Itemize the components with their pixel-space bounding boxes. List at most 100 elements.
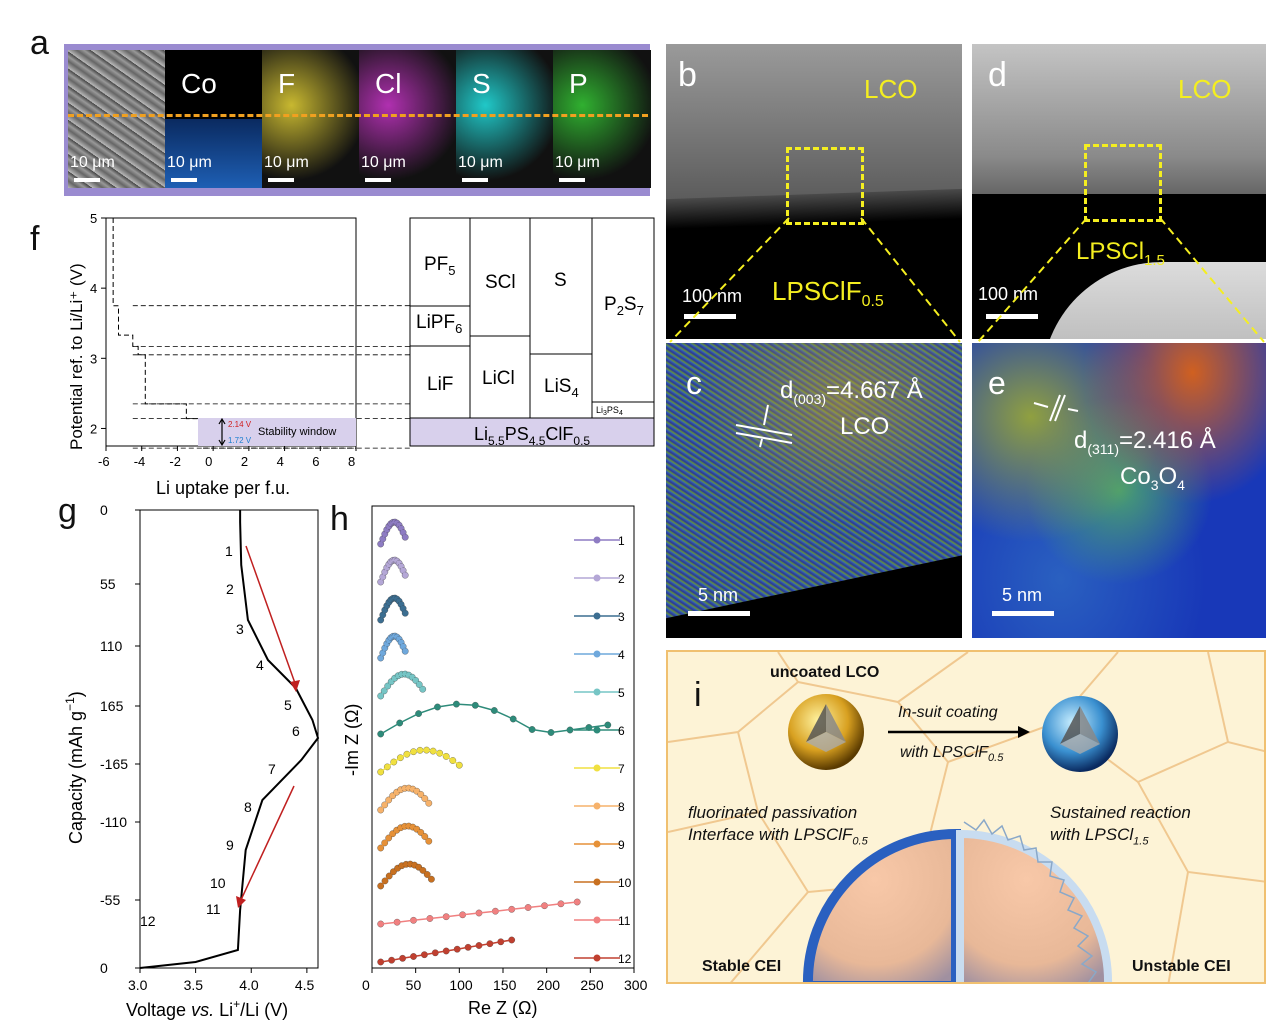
charge-arrow bbox=[245, 545, 297, 687]
panel-c-scalebar bbox=[688, 611, 750, 616]
edx-scalebar bbox=[268, 178, 294, 182]
arrow-bottom-label: with LPSClF0.5 bbox=[900, 744, 1004, 765]
panel-e-spacing-marker bbox=[1033, 394, 1079, 422]
panel-g-point-label: 12 bbox=[140, 913, 156, 929]
unstable-cei-label: Unstable CEI bbox=[1132, 958, 1231, 975]
phase-boxes bbox=[409, 217, 655, 447]
panel-h-xtick: 200 bbox=[537, 977, 561, 993]
eis-legend-label: 12 bbox=[618, 952, 632, 966]
v-high-label: 2.14 V bbox=[228, 420, 252, 429]
panel-e-hrtem: e d(311)=2.416 Å Co3O4 5 nm bbox=[972, 343, 1266, 638]
panel-label-e: e bbox=[988, 365, 1006, 401]
eis-legend-label: 5 bbox=[618, 686, 625, 700]
panel-f-ylabel: Potential ref. to Li/Li⁺ (V) bbox=[67, 263, 86, 450]
panel-label-a: a bbox=[30, 24, 49, 62]
panel-c-spacing-marker bbox=[735, 404, 793, 448]
phase-licl: LiCl bbox=[482, 368, 515, 389]
eis-legend-label: 10 bbox=[618, 876, 632, 890]
eis-legend-label: 6 bbox=[618, 724, 625, 738]
panel-g-ytick: -110 bbox=[100, 814, 127, 830]
panel-h-xtick: 100 bbox=[449, 977, 473, 993]
panel-h-xtick: 0 bbox=[362, 977, 370, 993]
edx-tile-sem: 10 μm bbox=[68, 50, 166, 188]
panel-g-xtick: 4.5 bbox=[295, 977, 315, 993]
panel-b-tem: b LCO LPSClF0.5 100 nm bbox=[666, 44, 962, 339]
eis-legend-label: 11 bbox=[618, 914, 631, 928]
panel-b-roi-box bbox=[786, 147, 864, 225]
panel-label-h: h bbox=[330, 500, 349, 538]
eis-legend-label: 1 bbox=[618, 534, 625, 548]
panel-d-scalebar-label: 100 nm bbox=[978, 284, 1039, 304]
panel-f-xtick: 8 bbox=[348, 454, 355, 469]
panel-g-ytick: -55 bbox=[100, 892, 120, 908]
panel-f-axes bbox=[105, 217, 357, 447]
panel-g-axes bbox=[139, 509, 319, 969]
eis-series-3 bbox=[380, 597, 406, 621]
phase-lis4: LiS4 bbox=[544, 376, 579, 400]
eis-series-5 bbox=[380, 673, 424, 697]
panel-f-xtick: -6 bbox=[98, 454, 110, 469]
panel-h-xtick: 50 bbox=[406, 977, 422, 993]
eis-series-1 bbox=[380, 521, 406, 545]
panel-f-ytick: 5 bbox=[90, 211, 97, 226]
edx-scalebar-label: 10 μm bbox=[361, 154, 406, 171]
edx-tile-S: S 10 μm bbox=[456, 50, 554, 188]
uncoated-label: uncoated LCO bbox=[770, 664, 880, 681]
edx-divider bbox=[68, 114, 648, 117]
panel-h-xtick: 150 bbox=[493, 977, 517, 993]
edx-element-label: S bbox=[472, 68, 491, 99]
panel-g-ytick: 165 bbox=[100, 698, 124, 714]
phase-s: S bbox=[554, 270, 567, 291]
panel-e-scalebar-label: 5 nm bbox=[1002, 585, 1043, 605]
left-caption: fluorinated passivation Interface with L… bbox=[688, 803, 868, 848]
edx-scalebar bbox=[365, 178, 391, 182]
phase-lipf6: LiPF6 bbox=[416, 312, 462, 336]
panel-f-xtick: 4 bbox=[277, 454, 284, 469]
unstable-cei-particle bbox=[956, 829, 1112, 982]
edx-scalebar bbox=[559, 178, 585, 182]
panel-e-dspacing: d(311)=2.416 Å bbox=[1074, 427, 1216, 457]
panel-e-phase: Co3O4 bbox=[1120, 463, 1185, 493]
panel-c-hrtem: c d(003)=4.667 Å LCO 5 nm bbox=[666, 343, 962, 638]
panel-i-schematic: i uncoated LCO In-suit coating with LPSC… bbox=[666, 650, 1266, 984]
eis-series-7 bbox=[380, 749, 460, 773]
panel-d-roi-box bbox=[1084, 144, 1162, 222]
panel-g-ytick: 0 bbox=[100, 502, 108, 518]
panel-g-point-label: 7 bbox=[268, 761, 276, 777]
panel-f-xlabel: Li uptake per f.u. bbox=[156, 478, 290, 498]
edx-scalebar-label: 10 μm bbox=[264, 154, 309, 171]
panel-b-electrolyte-label: LPSClF0.5 bbox=[772, 276, 884, 311]
edx-scalebar bbox=[74, 178, 100, 182]
edx-scalebar-label: 10 μm bbox=[70, 154, 115, 171]
eis-series-9 bbox=[380, 825, 430, 849]
panel-g-point-label: 5 bbox=[284, 697, 292, 713]
eis-legend-label: 9 bbox=[618, 838, 625, 852]
panel-g-point-label: 3 bbox=[236, 621, 244, 637]
v-low-label: 1.72 V bbox=[228, 436, 252, 445]
panel-g-point-label: 11 bbox=[206, 901, 221, 917]
panel-g-point-label: 4 bbox=[256, 657, 264, 673]
eis-legend-label: 8 bbox=[618, 800, 625, 814]
panel-label-i: i bbox=[694, 676, 702, 714]
panel-label-g: g bbox=[58, 492, 77, 530]
stable-cei-label: Stable CEI bbox=[702, 958, 782, 975]
edx-scalebar-label: 10 μm bbox=[555, 154, 600, 171]
panel-c-phase: LCO bbox=[840, 413, 890, 440]
panel-f-ytick: 3 bbox=[90, 351, 97, 366]
panel-h-axes bbox=[371, 505, 635, 969]
panel-g-point-label: 1 bbox=[225, 543, 233, 559]
edx-scalebar-label: 10 μm bbox=[458, 154, 503, 171]
panel-c-dspacing: d(003)=4.667 Å bbox=[780, 377, 923, 407]
eis-series-2 bbox=[380, 559, 406, 583]
edx-element-label: F bbox=[278, 68, 296, 99]
panel-f-ytick: 4 bbox=[90, 281, 97, 296]
zoom-lines bbox=[669, 217, 1265, 343]
panel-label-b: b bbox=[678, 56, 697, 94]
edx-element-label: Cl bbox=[375, 68, 402, 99]
edx-tile-Cl: Cl 10 μm bbox=[359, 50, 457, 188]
panel-h-xlabel: Re Z (Ω) bbox=[468, 998, 537, 1018]
panel-g-xtick: 3.5 bbox=[184, 977, 204, 993]
panel-g-ytick: 0 bbox=[100, 960, 108, 976]
panel-g-xtick: 3.0 bbox=[128, 977, 148, 993]
panel-g-curve bbox=[139, 510, 320, 969]
